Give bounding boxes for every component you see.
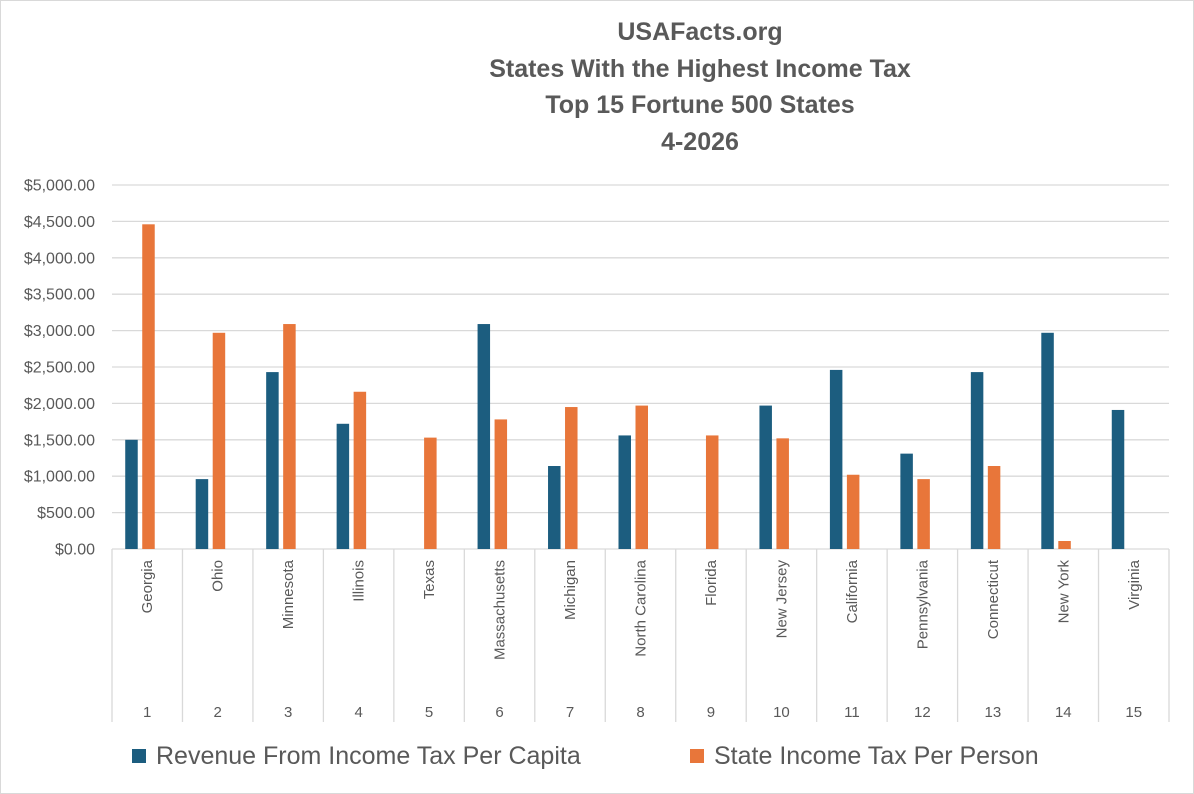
rank-label: 9 — [707, 704, 715, 721]
rank-label: 8 — [636, 704, 644, 721]
y-tick-label: $2,500.00 — [24, 360, 95, 377]
bar — [829, 369, 843, 549]
y-tick-label: $500.00 — [37, 505, 95, 522]
bar — [548, 466, 561, 549]
rank-label: 7 — [566, 704, 574, 721]
bar — [195, 479, 209, 549]
bar — [565, 407, 578, 549]
bar — [283, 324, 296, 549]
category-label: Pennsylvania — [914, 559, 931, 649]
y-tick-label: $3,500.00 — [24, 287, 95, 304]
bar — [987, 466, 1001, 549]
title-line-3: Top 15 Fortune 500 States — [545, 91, 855, 119]
bar — [705, 435, 719, 549]
bar — [125, 439, 138, 549]
rank-label: 1 — [143, 704, 151, 721]
category-label: Michigan — [562, 560, 579, 620]
legend-label-revenue: Revenue From Income Tax Per Capita — [156, 741, 581, 770]
legend-swatch-state-tax — [690, 749, 704, 763]
rank-label: 13 — [984, 704, 1001, 721]
bar — [212, 332, 226, 549]
y-tick-label: $1,500.00 — [24, 432, 95, 449]
bar — [759, 405, 772, 549]
rank-label: 3 — [284, 704, 292, 721]
category-label: New Jersey — [773, 560, 790, 639]
category-label: New York — [1055, 560, 1072, 624]
category-label: California — [844, 559, 861, 623]
legend: Revenue From Income Tax Per Capita State… — [0, 738, 1194, 774]
rank-label: 14 — [1055, 704, 1072, 721]
bar — [635, 405, 648, 549]
bar — [1041, 332, 1054, 549]
chart-title: USAFacts.org States With the Highest Inc… — [300, 14, 1100, 160]
y-tick-label: $4,000.00 — [24, 250, 95, 267]
bar — [618, 435, 631, 549]
bar — [1111, 409, 1125, 549]
category-labels: Georgia Ohio Minnesota Illinois Texas Massach… — [139, 559, 1143, 660]
category-label: Connecticut — [985, 559, 1002, 639]
title-line-4: 4-2026 — [661, 127, 739, 156]
bar — [900, 453, 913, 549]
bars — [125, 224, 1125, 549]
category-label: Texas — [421, 560, 438, 599]
y-tick-label: $2,000.00 — [24, 396, 95, 413]
y-tick-label: $4,500.00 — [24, 214, 95, 231]
bar — [142, 224, 155, 549]
rank-label: 6 — [495, 704, 503, 721]
title-line-1: USAFacts.org — [617, 18, 783, 46]
category-label: Ohio — [210, 560, 227, 592]
legend-item-state-tax: State Income Tax Per Person — [690, 738, 1039, 774]
legend-swatch-revenue — [132, 749, 146, 763]
category-label: Georgia — [139, 559, 156, 613]
bar — [353, 391, 367, 549]
category-label: Virginia — [1126, 559, 1143, 609]
rank-label: 4 — [354, 704, 362, 721]
bar — [477, 324, 491, 549]
bar — [336, 423, 350, 549]
title-line-2: States With the Highest Income Tax — [489, 54, 911, 83]
rank-label: 5 — [425, 704, 433, 721]
y-tick-label: $0.00 — [55, 542, 95, 559]
bar — [494, 419, 508, 549]
rank-labels: 1 2 3 4 5 6 7 8 9 10 11 12 13 14 15 — [143, 704, 1142, 721]
bar — [266, 372, 279, 549]
rank-label: 2 — [214, 704, 222, 721]
y-tick-label: $5,000.00 — [24, 178, 95, 195]
category-label: North Carolina — [633, 559, 650, 656]
bar — [1058, 540, 1071, 549]
bar — [970, 372, 984, 549]
bar — [846, 474, 860, 549]
category-label: Illinois — [351, 560, 368, 602]
rank-label: 10 — [773, 704, 790, 721]
bar — [917, 479, 930, 549]
rank-label: 15 — [1125, 704, 1142, 721]
category-label: Florida — [703, 559, 720, 606]
bar — [424, 437, 437, 549]
y-tick-label: $3,000.00 — [24, 323, 95, 340]
category-label: Minnesota — [280, 559, 297, 629]
category-dividers — [111, 549, 1170, 722]
legend-label-state-tax: State Income Tax Per Person — [714, 741, 1039, 770]
y-axis-ticks: $0.00 $500.00 $1,000.00 $1,500.00 $2,000.00 $… — [24, 178, 95, 559]
legend-item-revenue: Revenue From Income Tax Per Capita — [132, 738, 581, 774]
category-label: Massachusetts — [492, 560, 509, 660]
rank-label: 12 — [914, 704, 931, 721]
y-tick-label: $1,000.00 — [24, 469, 95, 486]
bar — [776, 438, 789, 549]
rank-label: 11 — [844, 704, 860, 721]
